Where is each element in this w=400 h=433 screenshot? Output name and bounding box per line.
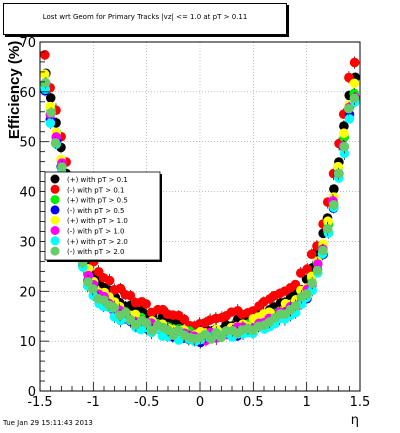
data-point	[141, 318, 152, 328]
data-point	[45, 118, 56, 128]
legend-label: (-) with pT > 0.1	[67, 186, 124, 194]
data-point	[120, 307, 131, 318]
legend-label: (+) with pT > 1.0	[67, 217, 128, 225]
legend-marker	[50, 174, 60, 184]
x-tick-label: -1	[87, 395, 100, 410]
data-point	[109, 302, 120, 313]
x-tick-label: 1	[303, 395, 311, 410]
x-tick-label: -1.5	[27, 395, 52, 410]
data-point	[339, 128, 349, 139]
data-point	[328, 199, 339, 210]
data-point	[349, 78, 360, 89]
legend-marker	[50, 184, 60, 194]
data-point	[104, 275, 115, 286]
y-tick-label: 0	[28, 385, 36, 400]
data-point	[179, 314, 190, 325]
data-point	[50, 138, 61, 148]
x-tick-label: 0.5	[243, 395, 264, 410]
data-point	[333, 161, 343, 172]
legend-label: (-) with pT > 0.5	[67, 207, 124, 215]
legend-marker	[50, 195, 60, 205]
legend-label: (-) with pT > 1.0	[67, 228, 124, 236]
data-point	[349, 93, 360, 104]
axis-ticks: -1.5 -1 -0.5 0 0.5 1 1.5 0 10 20 30 40 50 60 70	[19, 36, 370, 410]
data-point	[141, 299, 151, 309]
legend-marker	[50, 236, 60, 246]
timestamp: Tue Jan 29 15:11:43 2013	[3, 419, 93, 427]
x-tick-label: -0.5	[134, 395, 159, 410]
data-point	[40, 77, 51, 88]
y-tick-label: 40	[19, 186, 36, 201]
data-point	[333, 168, 344, 179]
y-tick-label: 10	[19, 335, 36, 350]
data-point	[87, 284, 98, 294]
data-point	[302, 289, 312, 299]
x-tick-label: 1.5	[350, 395, 371, 410]
data-point	[46, 107, 56, 118]
data-point	[290, 301, 301, 311]
data-point	[322, 223, 333, 234]
y-tick-label: 20	[19, 285, 36, 300]
data-point	[329, 184, 339, 194]
data-point	[339, 141, 350, 152]
data-point	[323, 216, 333, 227]
legend-label: (+) with pT > 0.1	[67, 176, 128, 184]
data-point	[57, 162, 67, 172]
data-point	[40, 50, 50, 60]
data-point	[343, 103, 354, 114]
data-point	[307, 278, 317, 288]
y-tick-label: 60	[19, 86, 36, 101]
data-point	[83, 277, 93, 287]
legend-marker	[50, 205, 60, 215]
legend-label: (+) with pT > 0.5	[67, 197, 128, 205]
series-8	[40, 77, 360, 346]
data-point	[344, 114, 355, 124]
data-point	[39, 69, 50, 79]
data-point	[318, 245, 328, 256]
data-point	[306, 249, 317, 260]
legend-label: (+) with pT > 2.0	[67, 238, 128, 246]
data-point	[216, 332, 226, 343]
legend-label: (-) with pT > 2.0	[67, 248, 124, 256]
y-tick-label: 30	[19, 235, 36, 250]
legend-marker	[50, 226, 60, 235]
y-axis-label: Efficiency (%)	[6, 41, 23, 139]
data-point	[312, 265, 323, 276]
y-tick-label: 70	[19, 36, 36, 51]
data-point	[349, 57, 360, 68]
x-tick-label: 0	[196, 395, 204, 410]
legend: (+) with pT > 0.1 (-) with pT > 0.1 (+) wi…	[44, 171, 162, 262]
data-point	[302, 264, 312, 274]
x-axis-label: η	[351, 413, 359, 428]
data-point	[339, 121, 349, 131]
y-tick-label: 50	[19, 136, 36, 151]
legend-marker	[50, 246, 60, 256]
data-point	[45, 93, 56, 103]
data-point	[339, 148, 350, 159]
chart-title: Lost wrt Geom for Primary Tracks |vz| <=…	[42, 13, 248, 21]
title-box: Lost wrt Geom for Primary Tracks |vz| <=…	[3, 3, 287, 35]
data-point	[125, 290, 136, 301]
legend-box	[44, 171, 161, 261]
legend-marker	[50, 215, 60, 225]
